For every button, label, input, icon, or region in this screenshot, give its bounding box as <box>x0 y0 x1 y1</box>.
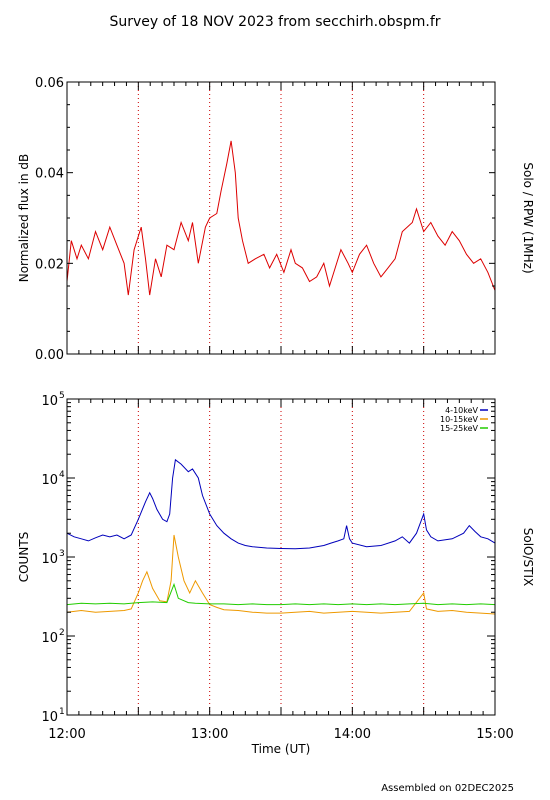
rpw-flux-series <box>66 140 496 296</box>
legend-label: 15-25keV <box>440 424 479 433</box>
stix-ytick-label: 10 <box>41 710 58 725</box>
rpw-ytick-label: 0.00 <box>35 348 64 363</box>
stix-ytick-exponent: 4 <box>59 470 65 480</box>
stix-ytick-exponent: 5 <box>59 391 65 401</box>
stix-ytick-exponent: 1 <box>59 707 65 717</box>
assembled-footer: Assembled on 02DEC2025 <box>381 783 514 794</box>
stix-series-line-1 <box>66 534 496 615</box>
stix-ytick-label: 10 <box>41 631 58 646</box>
legend-label: 10-15keV <box>440 415 479 424</box>
rpw-panel: 0.00 0.02 0.04 0.06 Normalized flux in dB S… <box>17 76 535 363</box>
rpw-flux-line <box>66 140 496 296</box>
rpw-axis-ticks: 0.00 0.02 0.04 0.06 <box>35 76 496 363</box>
x-tick-label: 12:00 <box>48 727 85 742</box>
rpw-ytick-label: 0.04 <box>35 167 64 182</box>
stix-ytick-label: 10 <box>41 473 58 488</box>
figure-title: Survey of 18 NOV 2023 from secchirh.obsp… <box>109 14 440 30</box>
stix-instrument-label: SolO/STIX <box>521 528 535 587</box>
stix-ytick-label: 10 <box>41 394 58 409</box>
stix-time-markers <box>137 399 425 715</box>
stix-series-line-2 <box>66 582 496 606</box>
stix-y-axis-label: COUNTS <box>17 532 31 583</box>
x-axis-label: Time (UT) <box>251 742 311 756</box>
rpw-time-markers <box>137 82 425 354</box>
x-tick-label: 13:00 <box>191 727 228 742</box>
stix-ytick-exponent: 2 <box>59 628 65 638</box>
stix-ytick-label: 10 <box>41 552 58 567</box>
x-tick-label: 14:00 <box>334 727 371 742</box>
x-tick-label: 15:00 <box>476 727 513 742</box>
stix-series-line-0 <box>66 458 496 550</box>
rpw-ytick-label: 0.06 <box>35 76 64 91</box>
rpw-instrument-label: Solo / RPW (1MHz) <box>521 162 535 273</box>
legend-label: 4-10keV <box>445 406 478 415</box>
stix-ytick-exponent: 3 <box>59 549 65 559</box>
stix-count-series <box>66 458 496 615</box>
rpw-ytick-label: 0.02 <box>35 257 64 272</box>
rpw-y-axis-label: Normalized flux in dB <box>17 154 31 283</box>
